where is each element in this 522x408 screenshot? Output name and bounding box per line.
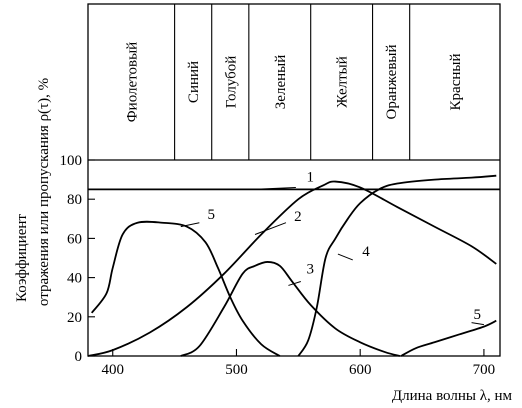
series-line-4 (297, 174, 497, 357)
x-tick-label: 500 (225, 362, 248, 378)
axes: 400 500 600 700 0 20 40 60 80 100 (60, 153, 496, 378)
x-tick-label: 400 (101, 362, 124, 378)
band-label: Зеленый (273, 55, 289, 109)
y-tick-label: 20 (67, 310, 82, 326)
band-label: Оранжевый (384, 44, 400, 119)
y-axis-title-line2: отражения или пропускания ρ(τ), % (36, 78, 52, 306)
chart-frame (87, 3, 501, 357)
series-line-5 (90, 220, 281, 357)
y-axis-title-line1: Коэффициент (14, 214, 30, 302)
curve-label: 5 (208, 207, 216, 223)
y-tick-label: 60 (67, 231, 82, 247)
curve-labels: 1 2 3 4 5 5 (180, 170, 484, 326)
label-leader (180, 222, 200, 228)
curve-label: 4 (362, 244, 370, 260)
label-leader (288, 281, 301, 286)
label-leader (254, 222, 287, 235)
curve-label: 2 (294, 209, 302, 225)
color-bands: Фиолетовый Синий Голубой Зеленый Желтый Оранж… (87, 3, 501, 357)
y-tick-label: 40 (67, 271, 82, 287)
series-line-2 (87, 180, 497, 357)
x-axis-title: Длина волны λ, нм (392, 388, 513, 404)
series-line-3 (180, 261, 401, 357)
y-tick-label: 0 (75, 349, 83, 365)
y-tick-label: 100 (60, 153, 83, 169)
band-label: Синий (186, 61, 202, 103)
band-label: Желтый (335, 56, 351, 107)
band-label: Красный (448, 54, 464, 111)
band-label: Голубой (223, 56, 239, 109)
series (87, 174, 500, 357)
label-leader (471, 322, 484, 326)
x-tick-label: 700 (473, 362, 496, 378)
label-leader (261, 186, 296, 190)
curve-label: 3 (307, 262, 315, 278)
curve-label: 5 (474, 307, 482, 323)
band-label: Фиолетовый (124, 42, 140, 122)
series-line-5 (400, 319, 497, 357)
label-leader (337, 253, 353, 261)
y-tick-label: 80 (67, 192, 82, 208)
curve-label: 1 (307, 170, 315, 186)
x-tick-label: 600 (349, 362, 372, 378)
